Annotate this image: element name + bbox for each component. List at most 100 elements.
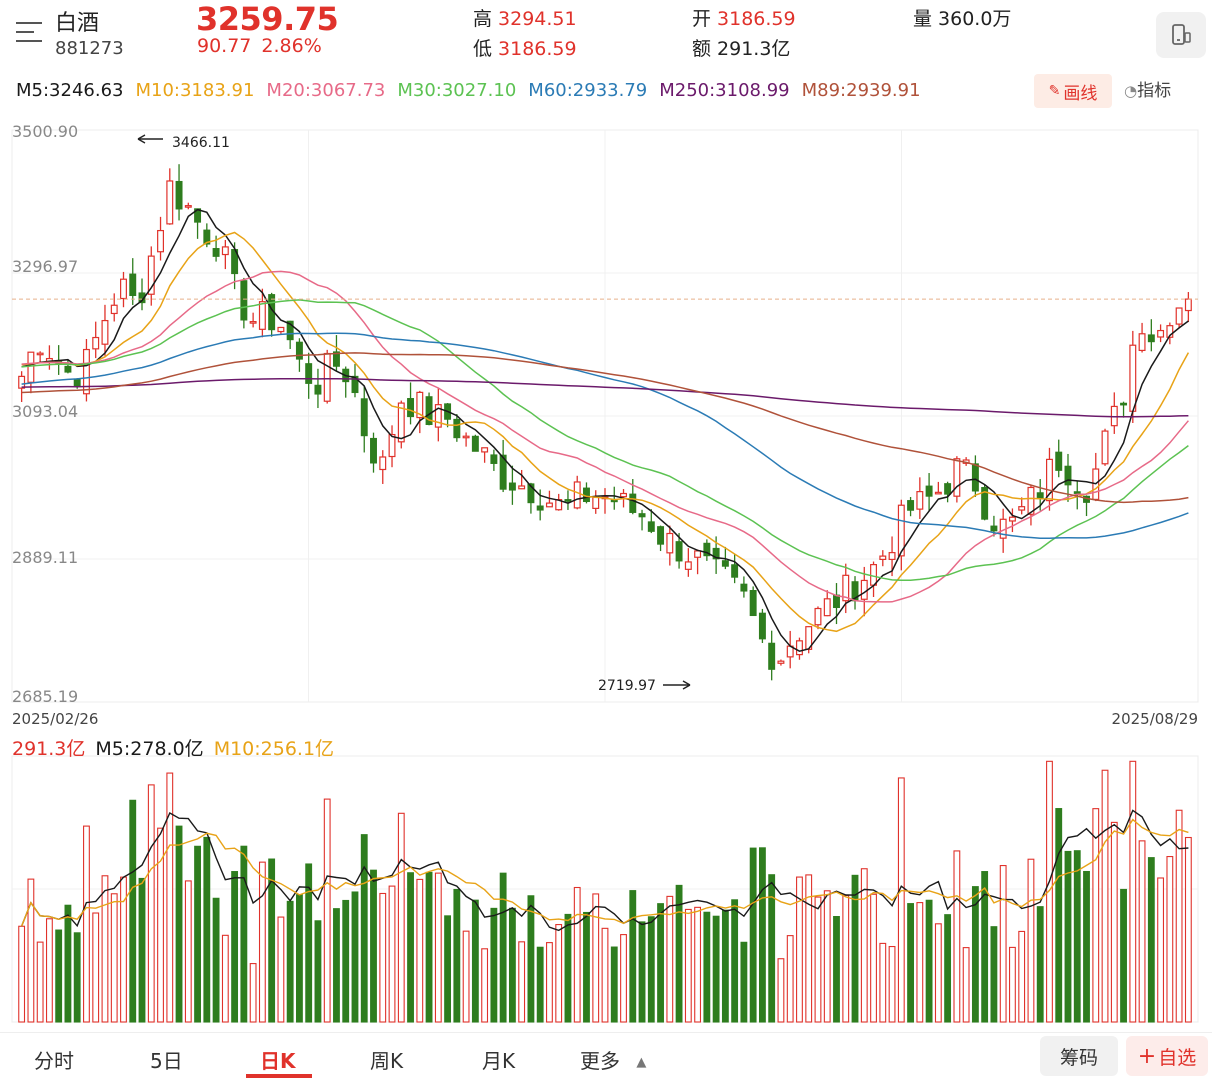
candle-body <box>629 493 637 513</box>
add-watchlist-button[interactable]: + 自选 <box>1126 1036 1208 1076</box>
volume-bar <box>1092 808 1100 1023</box>
candle-body <box>388 433 396 458</box>
volume-bar <box>888 945 896 1023</box>
volume-bar <box>83 825 90 1023</box>
volume-bar <box>73 932 81 1023</box>
volume-bar <box>286 900 294 1023</box>
candle-body <box>675 541 683 562</box>
volume-bar <box>27 878 35 1023</box>
y-tick-bottom: 2685.19 <box>12 687 78 706</box>
candle-body <box>360 398 368 437</box>
candle-body <box>916 491 924 510</box>
candle-body <box>407 398 415 418</box>
min-arrow-icon <box>663 680 691 690</box>
volume-bar <box>684 908 692 1023</box>
volume-bar <box>657 903 664 1023</box>
candle-body <box>897 504 905 557</box>
volume-bar <box>481 948 489 1023</box>
volume-bar <box>925 899 933 1023</box>
candle-body <box>1157 329 1165 338</box>
candle-body <box>120 278 127 300</box>
ma-legend-m30: M30:3027.10 <box>397 80 517 101</box>
tab-intraday[interactable]: 分时 <box>34 1049 74 1073</box>
pencil-icon: ✎ <box>1048 83 1061 99</box>
volume-bar <box>620 934 627 1023</box>
tab-5day[interactable]: 5日 <box>150 1049 183 1073</box>
candle-body <box>82 348 90 395</box>
volume-bar <box>944 914 952 1023</box>
volume-bar <box>796 876 803 1023</box>
candle-body <box>870 564 878 586</box>
volume-bar <box>471 899 479 1023</box>
tab-weekly-k[interactable]: 周K <box>370 1049 404 1073</box>
volume-bar <box>999 865 1007 1023</box>
candle-body <box>814 607 822 626</box>
tab-monthly-k[interactable]: 月K <box>482 1049 516 1073</box>
ma60-line <box>21 332 1189 540</box>
volume-bar <box>240 845 248 1023</box>
add-watchlist-label: 自选 <box>1158 1046 1197 1069</box>
volume-bar <box>444 915 452 1023</box>
candle-body <box>592 496 600 509</box>
volume-bar <box>305 863 313 1023</box>
candle-body <box>425 396 433 426</box>
candle-body <box>1018 506 1026 511</box>
indicator-button[interactable]: ◔指标 <box>1124 76 1171 101</box>
candle-body <box>1175 307 1183 325</box>
candle-body <box>1055 451 1063 471</box>
candle-body <box>888 552 896 561</box>
candle-body <box>73 378 81 387</box>
candle-body <box>712 547 720 560</box>
volume-bar <box>212 897 220 1023</box>
volume-bar <box>583 911 590 1023</box>
volume-bar <box>388 885 396 1023</box>
amount-label: 额 <box>692 38 712 60</box>
volume-bar <box>55 929 63 1023</box>
volume-bar <box>184 880 192 1023</box>
candle-body <box>101 319 109 345</box>
volume-bar <box>296 894 303 1023</box>
volume-bar <box>647 916 655 1023</box>
candle-body <box>1073 491 1081 494</box>
tab-daily-k[interactable]: 日K <box>260 1049 296 1073</box>
volume-bar <box>601 927 609 1023</box>
x-end-label: 2025/08/29 <box>1112 710 1198 728</box>
volume-bar <box>555 924 563 1023</box>
candle-body <box>907 500 915 511</box>
volume-ma5-line <box>20 809 1189 932</box>
tab-more[interactable]: 更多 ▲ <box>580 1045 646 1074</box>
candle-body <box>777 660 785 664</box>
candle-body <box>1120 402 1128 406</box>
candle-body <box>1046 458 1053 502</box>
ma-legend-m60: M60:2933.79 <box>528 80 648 101</box>
candle-body <box>879 555 887 561</box>
volume-bar <box>694 906 702 1023</box>
candle-body <box>453 418 461 439</box>
index-name: 白酒 <box>55 11 100 36</box>
volume-bar <box>416 878 424 1023</box>
volume-bar <box>407 872 414 1023</box>
ma5-line <box>21 208 1189 653</box>
ma10-line <box>21 231 1190 633</box>
candle-body <box>1008 516 1016 522</box>
volume-bar <box>990 926 998 1023</box>
max-arrow-icon <box>137 134 163 144</box>
volume-bar <box>758 847 766 1023</box>
volume-bar <box>731 899 739 1023</box>
volume-bar <box>45 918 53 1023</box>
phone-icon-button[interactable] <box>1156 12 1206 58</box>
candle-body <box>823 598 831 617</box>
candle-body <box>370 437 377 464</box>
volume-bar <box>721 909 729 1023</box>
volume-bar <box>768 874 776 1023</box>
volume-bar <box>1129 760 1137 1023</box>
candle-body <box>27 351 35 383</box>
candle-body <box>564 499 572 502</box>
chips-button[interactable]: 筹码 <box>1040 1036 1118 1076</box>
menu-icon[interactable] <box>16 18 42 46</box>
draw-line-button[interactable]: ✎ 画线 <box>1034 74 1112 108</box>
candlestick-chart[interactable]: 3500.90 3296.97 3093.04 2889.11 2685.19 … <box>0 0 1212 1030</box>
volume-bar <box>249 963 257 1023</box>
candle-body <box>694 550 702 558</box>
volume-bar <box>397 812 405 1023</box>
